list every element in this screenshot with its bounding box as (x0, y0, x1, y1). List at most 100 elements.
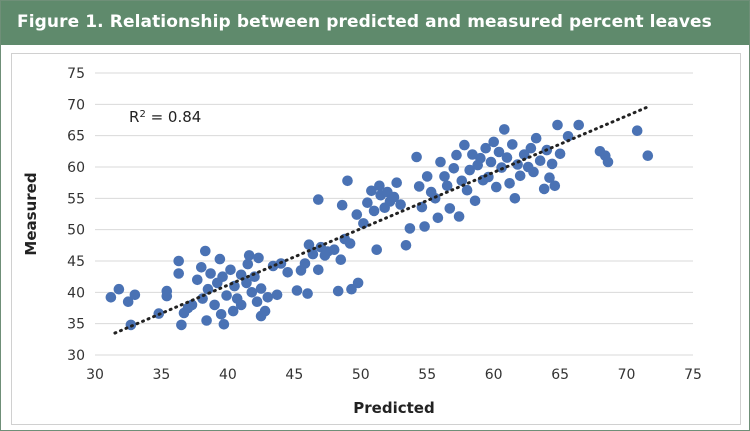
data-point (602, 156, 614, 168)
data-point (544, 172, 555, 183)
data-point (358, 218, 369, 229)
data-point (518, 149, 530, 160)
data-point (201, 315, 212, 326)
y-tick-label: 40 (67, 285, 85, 301)
data-point (538, 183, 550, 195)
x-tick-label: 55 (418, 367, 436, 383)
data-point (404, 223, 416, 234)
data-point (507, 139, 518, 150)
data-point (480, 142, 492, 154)
data-point (464, 164, 476, 176)
data-point (456, 175, 468, 187)
data-point (509, 193, 521, 204)
data-point (302, 288, 313, 299)
x-axis-title: Predicted (353, 399, 434, 417)
y-tick-label: 55 (67, 191, 85, 207)
data-point (215, 309, 227, 320)
data-point (291, 285, 303, 296)
data-point (346, 283, 357, 295)
data-point (173, 268, 184, 279)
data-point (491, 181, 502, 193)
data-point (299, 258, 311, 269)
y-tick-label: 35 (67, 317, 85, 333)
data-point (122, 296, 134, 308)
data-point (313, 194, 324, 205)
data-point (485, 156, 497, 168)
chart-panel (11, 53, 741, 425)
data-point (335, 254, 347, 265)
data-point (200, 245, 211, 257)
trendline (113, 105, 648, 335)
data-point (173, 255, 184, 267)
x-tick-label: 35 (153, 367, 171, 383)
x-tick-label: 30 (86, 367, 104, 383)
data-point (444, 203, 456, 214)
data-point (388, 191, 400, 203)
data-point (391, 177, 403, 188)
data-point (196, 262, 207, 273)
data-point (217, 271, 228, 283)
data-point (441, 180, 453, 192)
y-tick-label: 45 (67, 254, 85, 270)
data-point (235, 299, 247, 311)
data-point (251, 296, 263, 308)
data-point (631, 125, 643, 136)
data-point (313, 264, 324, 276)
data-point (488, 136, 500, 148)
data-point (161, 285, 173, 297)
data-point (413, 181, 425, 192)
data-point (530, 132, 542, 144)
data-point (549, 180, 561, 192)
data-point (421, 171, 433, 182)
data-point (303, 239, 315, 250)
data-point (475, 152, 486, 164)
data-point (221, 290, 232, 301)
x-tick-label: 50 (352, 367, 370, 383)
x-tick-label: 60 (485, 367, 503, 383)
data-point (218, 319, 230, 330)
data-point (262, 292, 274, 303)
data-point (546, 158, 558, 170)
data-point (129, 289, 141, 301)
data-point (282, 267, 294, 278)
data-point (552, 119, 563, 131)
data-point (467, 149, 478, 160)
figure-header: Figure 1. Relationship between predicted… (1, 1, 749, 45)
data-point (499, 124, 510, 135)
data-point (362, 197, 373, 208)
data-point (368, 205, 380, 217)
data-point (514, 170, 526, 182)
data-point (411, 151, 422, 163)
data-point (225, 264, 236, 276)
data-point (227, 305, 239, 317)
data-point (366, 185, 377, 197)
data-point (186, 299, 198, 311)
x-tick-label: 65 (551, 367, 569, 383)
data-point (255, 283, 267, 294)
data-point (176, 319, 187, 331)
data-point (344, 238, 356, 249)
data-point (253, 252, 264, 264)
y-tick-label: 75 (67, 66, 85, 82)
data-point (332, 285, 344, 297)
data-point (461, 184, 473, 196)
data-point (205, 268, 216, 279)
data-point (534, 155, 546, 166)
data-point (435, 156, 446, 168)
data-point (235, 269, 247, 281)
data-point (448, 163, 460, 174)
data-point (351, 209, 363, 220)
data-point (259, 305, 271, 317)
y-tick-label: 50 (67, 223, 85, 239)
y-tick-label: 30 (67, 348, 85, 364)
x-tick-label: 40 (219, 367, 237, 383)
data-point (493, 146, 505, 158)
data-point (451, 149, 462, 161)
data-point (105, 292, 117, 303)
data-point (246, 287, 258, 298)
data-point (459, 139, 470, 151)
y-tick-label: 70 (67, 97, 85, 113)
data-point (374, 180, 385, 192)
